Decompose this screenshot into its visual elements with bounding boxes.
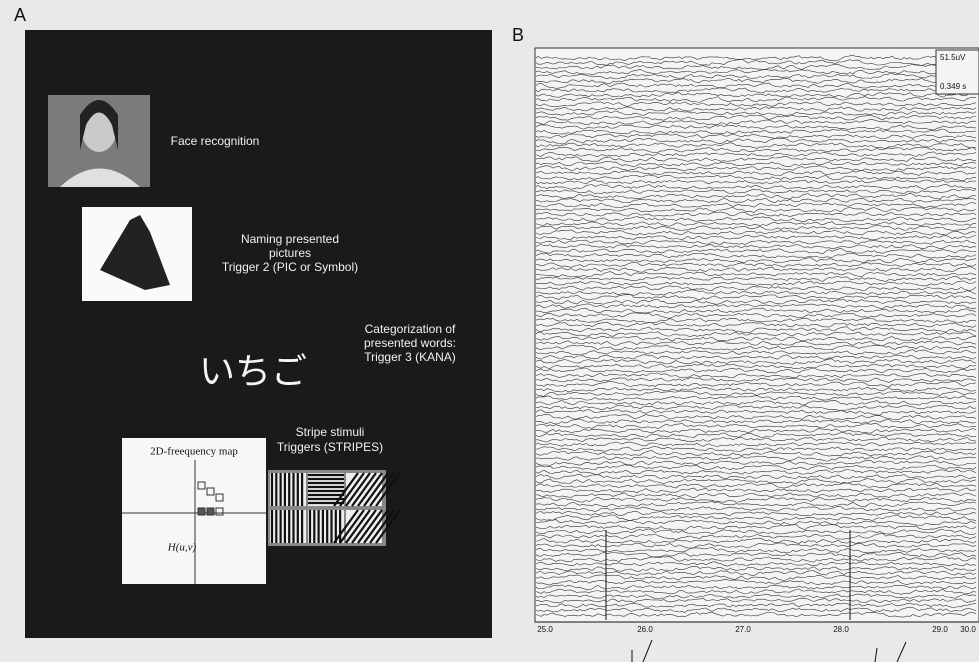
map-axis-label: H(u,v) [167,542,197,554]
frequency-map [122,438,266,584]
panel-label: A [14,5,26,25]
map-title: 2D-freequency map [150,446,238,458]
stripes-label: Stripe stimuli [296,425,365,439]
scale-label: 51.5uV [940,53,966,62]
word-stimulus: いちご [199,351,307,392]
naming-label: Naming presented [241,232,339,246]
categorization-label: presented words: [364,336,456,350]
time-label: 28.0 [833,625,849,634]
time-label: 27.0 [735,625,751,634]
panel-a: Face recognition Naming presented pictur… [25,30,492,638]
naming-label: Trigger 2 (PIC or Symbol) [222,260,358,274]
time-label: 25.0 [537,625,553,634]
naming-label: pictures [269,246,311,260]
time-label: 30.0 [960,625,976,634]
categorization-label: Categorization of [365,322,456,336]
categorization-label: Trigger 3 (KANA) [364,350,456,364]
panel-label: B [512,25,524,45]
panel-b: 51.5uV 0.349 s 25.0 26.0 27.0 28.0 29.0 30.0 [535,48,979,662]
scale-label: 0.349 s [940,82,966,91]
stripes-label: Triggers (STRIPES) [277,440,383,454]
time-label: 26.0 [637,625,653,634]
figure: A B Face recognition Naming presented pi… [0,0,979,662]
time-label: 29.0 [932,625,948,634]
face-label: Face recognition [171,134,260,148]
